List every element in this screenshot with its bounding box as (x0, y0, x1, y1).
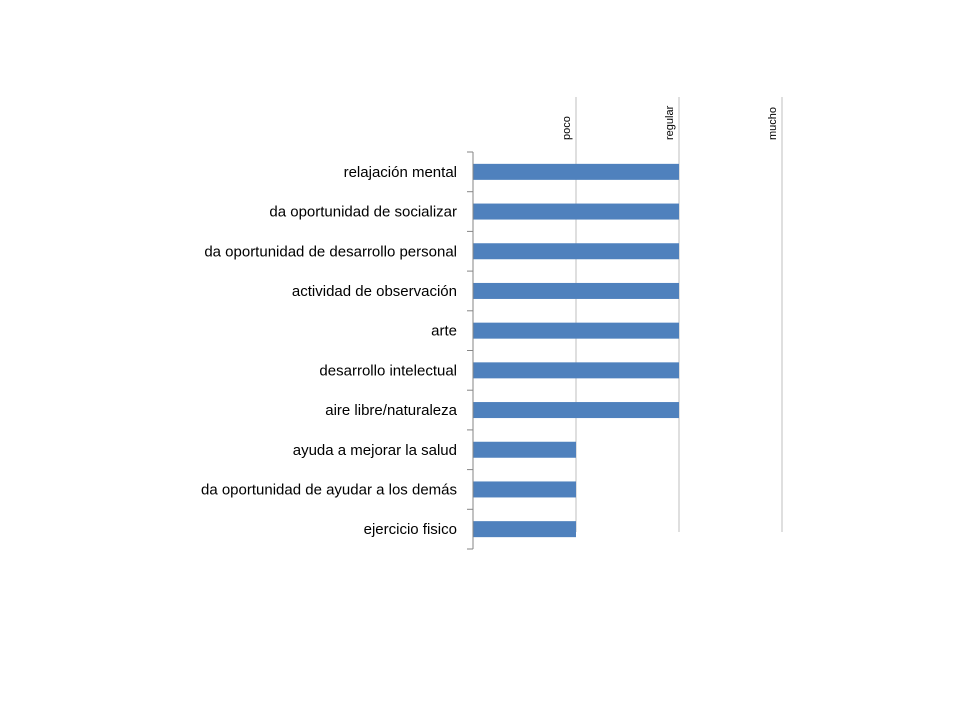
bar (473, 282, 679, 299)
bar (473, 163, 679, 180)
value-axis-labels: poco regular mucho (561, 105, 779, 140)
category-label: desarrollo intelectual (319, 362, 457, 379)
bar (473, 402, 679, 419)
category-axis (467, 151, 474, 550)
value-tick-label: mucho (767, 107, 779, 140)
gridlines (575, 97, 783, 532)
category-label: aire libre/naturaleza (325, 402, 457, 419)
category-label: da oportunidad de ayudar a los demás (201, 481, 457, 498)
category-labels: relajación mental da oportunidad de socia… (201, 164, 458, 538)
bar (473, 521, 576, 538)
bar (473, 481, 576, 498)
bar (473, 441, 576, 458)
category-label: ayuda a mejorar la salud (293, 442, 457, 459)
category-label: da oportunidad de desarrollo personal (204, 243, 457, 260)
category-label: arte (431, 323, 457, 340)
category-label: ejercicio fisico (364, 521, 457, 538)
bar (473, 322, 679, 339)
category-label: da oportunidad de socializar (269, 204, 457, 221)
bar (473, 362, 679, 379)
value-tick-label: poco (561, 116, 573, 140)
bar (473, 243, 679, 260)
category-label: relajación mental (344, 164, 457, 181)
category-label: actividad de observación (292, 283, 457, 300)
value-tick-label: regular (664, 105, 676, 140)
bars (473, 163, 679, 538)
bar (473, 203, 679, 220)
